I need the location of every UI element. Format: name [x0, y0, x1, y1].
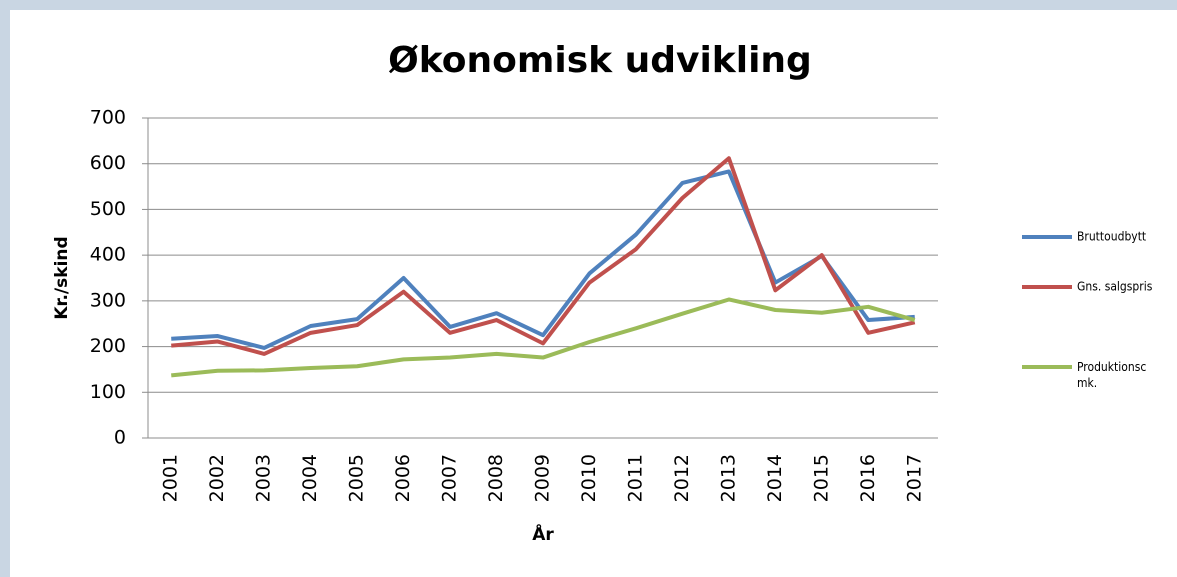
x-tick-label: 2006 — [392, 454, 414, 502]
series-line — [171, 297, 916, 378]
y-tick-label: 500 — [90, 198, 126, 220]
x-tick-label: 2007 — [439, 454, 461, 502]
series-line — [171, 156, 916, 356]
x-tick-label: 2015 — [810, 454, 832, 502]
y-tick-label: 0 — [114, 427, 126, 449]
series-line — [171, 169, 915, 350]
y-tick-label: 100 — [90, 381, 126, 403]
x-tick-label: 2004 — [299, 454, 321, 502]
y-axis-label: Kr./skind — [52, 236, 72, 319]
x-tick-label: 2010 — [578, 454, 600, 502]
x-tick-label: 2009 — [532, 454, 554, 502]
chart-title: Økonomisk udvikling — [388, 40, 812, 81]
y-tick-label: 300 — [90, 289, 126, 311]
legend-label: Bruttoudbytt — [1077, 230, 1146, 244]
x-tick-label: 2014 — [764, 454, 786, 502]
x-tick-label: 2011 — [624, 454, 646, 502]
x-tick-label: 2008 — [485, 454, 507, 502]
chart-panel — [10, 10, 1177, 577]
x-tick-label: 2002 — [206, 454, 228, 502]
y-tick-label: 400 — [90, 244, 126, 266]
legend-label: Gns. salgspris — [1077, 280, 1153, 294]
x-tick-label: 2017 — [903, 454, 925, 502]
x-tick-label: 2001 — [160, 454, 182, 502]
x-tick-label: 2016 — [857, 454, 879, 502]
x-tick-label: 2003 — [253, 454, 275, 502]
x-tick-label: 2013 — [717, 454, 739, 502]
y-tick-label: 600 — [90, 152, 126, 174]
x-axis-label: År — [532, 522, 554, 545]
x-tick-label: 2005 — [346, 454, 368, 502]
y-tick-label: 200 — [90, 335, 126, 357]
y-tick-label: 700 — [90, 107, 126, 129]
legend-label: Produktionsc mk. — [1077, 360, 1146, 390]
x-tick-label: 2012 — [671, 454, 693, 502]
